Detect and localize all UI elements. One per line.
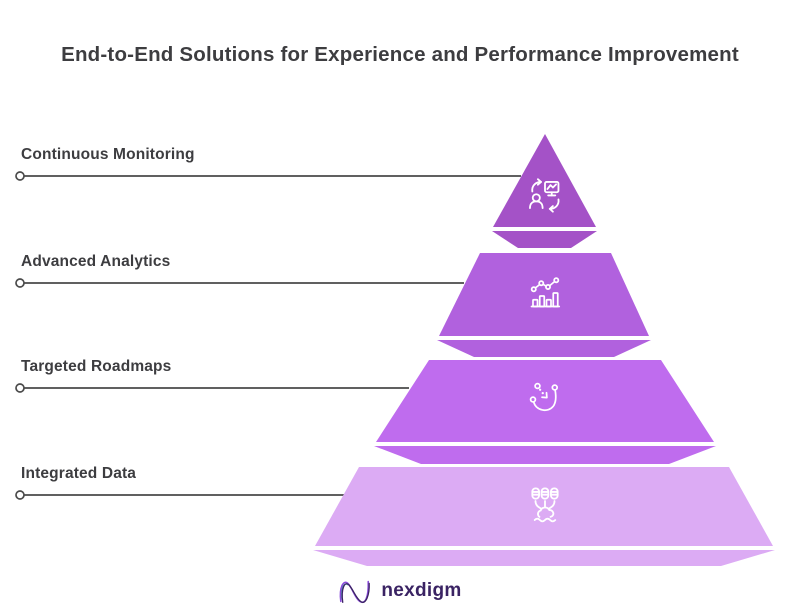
pyramid-level-1-base bbox=[492, 231, 597, 248]
brand-logo: nexdigm bbox=[0, 575, 800, 607]
level-label-advanced-analytics: Advanced Analytics bbox=[21, 253, 171, 270]
route-path-icon bbox=[529, 382, 559, 412]
level-label-targeted-roadmaps: Targeted Roadmaps bbox=[21, 358, 172, 375]
databases-merge-icon bbox=[531, 487, 559, 523]
pyramid-level-2-face bbox=[439, 253, 649, 336]
person-monitor-sync-icon bbox=[529, 178, 560, 213]
pyramid-level-2-base bbox=[437, 340, 651, 357]
connector-integrated-data bbox=[15, 490, 344, 500]
connector-dot bbox=[15, 171, 25, 181]
brand-logo-text: nexdigm bbox=[381, 579, 462, 601]
level-label-integrated-data: Integrated Data bbox=[21, 465, 137, 482]
connector-dot bbox=[15, 490, 25, 500]
connector-targeted-roadmaps bbox=[15, 383, 409, 393]
page-title: End-to-End Solutions for Experience and … bbox=[61, 43, 739, 66]
pyramid-level-3-base bbox=[374, 446, 716, 464]
connector-dot bbox=[15, 383, 25, 393]
pyramid-level-4-face bbox=[315, 467, 773, 546]
level-label-continuous-monitoring: Continuous Monitoring bbox=[21, 146, 195, 163]
pyramid-level-3-face bbox=[376, 360, 714, 442]
nexdigm-logo-icon bbox=[339, 580, 371, 604]
connector-continuous-monitoring bbox=[15, 171, 521, 181]
line-and-bar-chart-icon bbox=[530, 277, 561, 308]
pyramid-level-4-base bbox=[313, 550, 775, 566]
connector-dot bbox=[15, 278, 25, 288]
pyramid-level-1-face bbox=[493, 134, 596, 227]
connector-advanced-analytics bbox=[15, 278, 464, 288]
